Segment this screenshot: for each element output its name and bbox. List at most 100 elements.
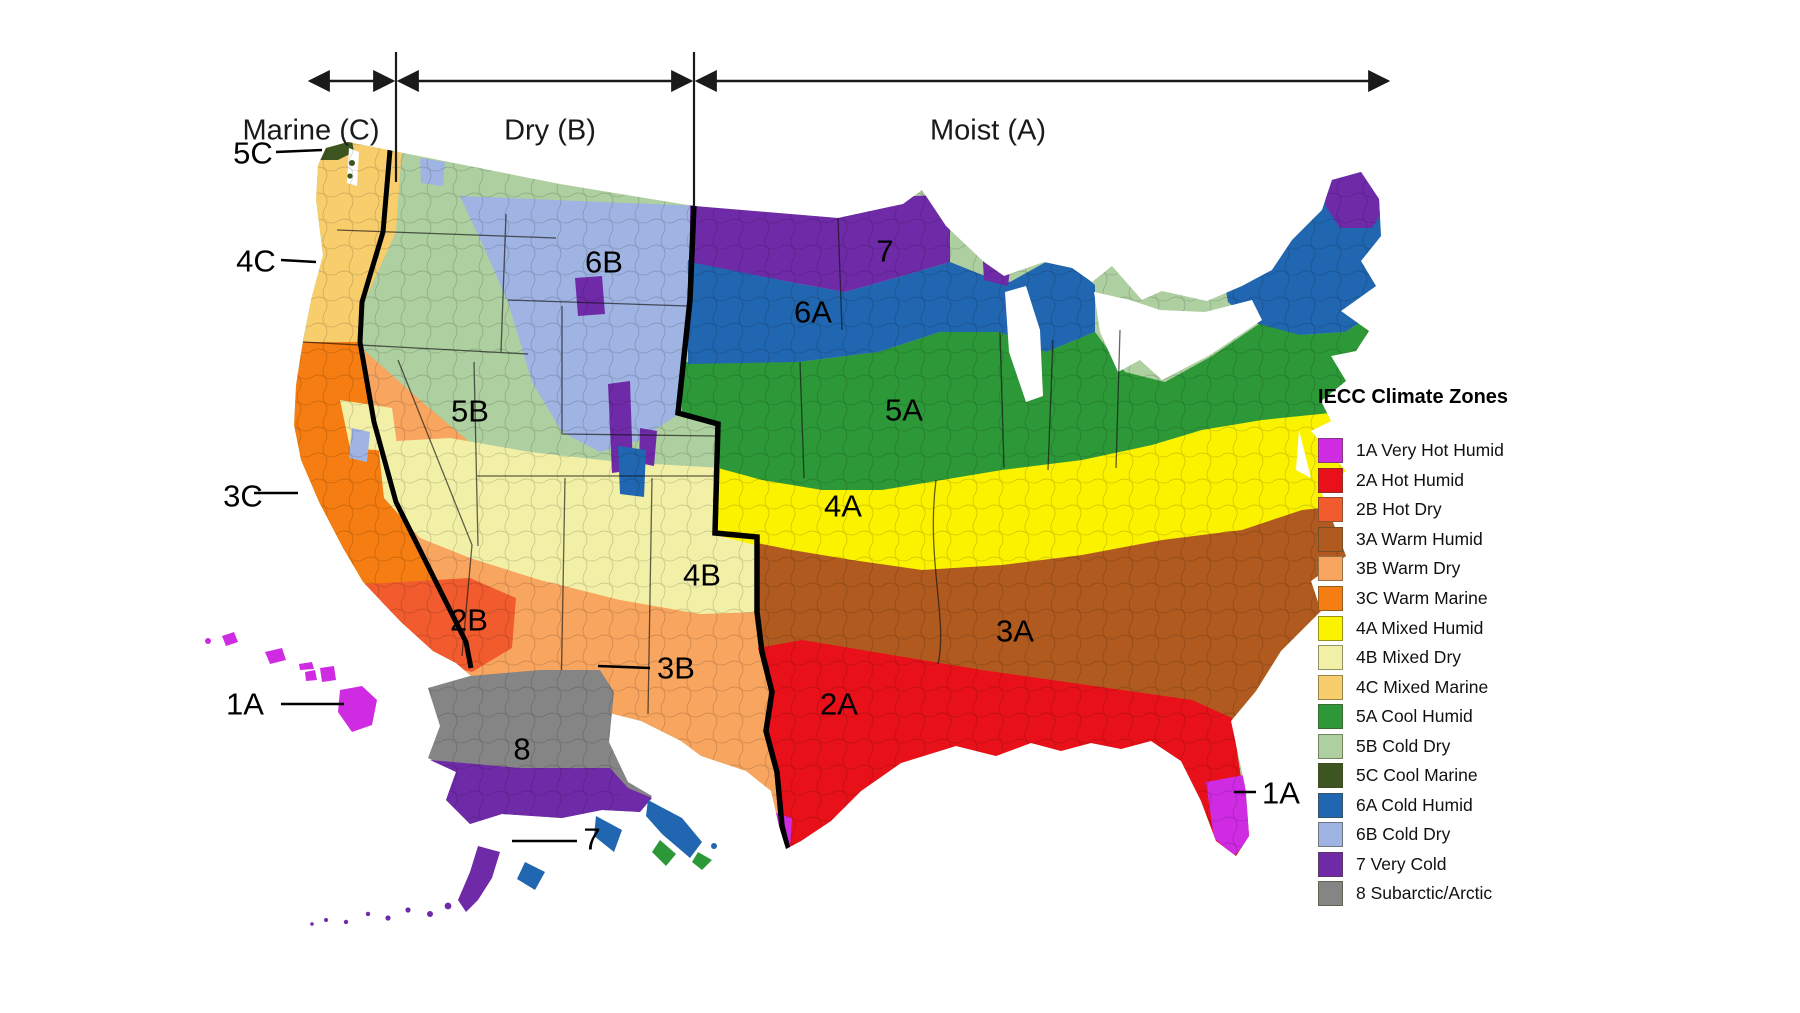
region-6a-panhandle <box>646 800 702 858</box>
lake-michigan <box>1005 286 1043 402</box>
legend-swatch-3a <box>1318 526 1343 552</box>
zone-label-4a: 4A <box>824 488 862 524</box>
legend-row-4b: 4B Mixed Dry <box>1318 643 1508 673</box>
aleutian-island <box>365 911 371 917</box>
legend-label-7: 7 Very Cold <box>1356 853 1447 874</box>
legend-label-3b: 3B Warm Dry <box>1356 558 1461 579</box>
zone-label-2b: 2B <box>450 602 488 638</box>
zone-label-8-alaska: 8 <box>513 731 531 767</box>
legend-row-6a: 6A Cold Humid <box>1318 791 1508 821</box>
legend-swatch-7 <box>1318 851 1343 877</box>
region-5a-panhandle-s <box>692 852 712 870</box>
zone-label-1a-hawaii: 1A <box>226 686 264 722</box>
zone-label-3a: 3A <box>996 613 1034 649</box>
legend-label-6b: 6B Cold Dry <box>1356 824 1451 845</box>
zone-label-7-alaska: 7 <box>583 821 601 857</box>
zone-label-6b: 6B <box>585 244 623 280</box>
aleutian-island <box>444 902 452 910</box>
legend-label-3c: 3C Warm Marine <box>1356 588 1488 608</box>
legend-label-2b: 2B Hot Dry <box>1356 499 1442 520</box>
legend-swatch-3b <box>1318 556 1343 582</box>
moist-boundary-line <box>675 203 791 851</box>
zone-label-4b: 4B <box>683 557 721 593</box>
hawaii-island <box>305 670 317 681</box>
divider-label-moist: Moist (A) <box>930 114 1046 147</box>
legend-swatch-5b <box>1318 733 1343 759</box>
legend-row-5c: 5C Cool Marine <box>1318 761 1508 791</box>
legend-swatch-2a <box>1318 467 1343 493</box>
moisture-divider-arrows <box>307 52 1391 206</box>
legend-row-3b: 3B Warm Dry <box>1318 554 1508 584</box>
region-6a-ak-south <box>594 816 622 852</box>
legend-swatch-6b <box>1318 822 1343 848</box>
state-borders <box>302 213 1121 715</box>
zone-label-5a: 5A <box>885 392 923 428</box>
hawaii-island <box>205 638 211 644</box>
legend-label-5b: 5B Cold Dry <box>1356 735 1451 756</box>
aleutian-island <box>405 907 411 913</box>
divider-label-dry: Dry (B) <box>504 114 596 147</box>
alaska <box>310 670 717 926</box>
legend-swatch-5c <box>1318 763 1343 789</box>
aleutian-island <box>310 922 314 926</box>
zone-label-5b: 5B <box>451 393 489 429</box>
divider-label-marine: Marine (C) <box>242 114 380 147</box>
legend-swatch-4a <box>1318 615 1343 641</box>
hawaii <box>205 632 377 732</box>
zone-label-7-north: 7 <box>876 233 894 269</box>
legend-label-4b: 4B Mixed Dry <box>1356 647 1462 668</box>
zone-label-3c: 3C <box>223 478 263 514</box>
marine-boundary-line <box>357 149 474 669</box>
hawaii-island <box>265 648 286 664</box>
aleutian-island <box>343 919 349 925</box>
lake-huron-erie <box>1094 292 1262 380</box>
panhandle-island <box>711 843 717 849</box>
legend-row-7: 7 Very Cold <box>1318 850 1508 880</box>
hawaii-island <box>320 666 336 682</box>
region-1a-keys-dot <box>1165 850 1171 856</box>
legend-swatch-3c <box>1318 586 1343 611</box>
legend: IECC Climate Zones 1A Very Hot Humid 2A … <box>1318 386 1508 909</box>
legend-swatch-1a <box>1318 438 1343 464</box>
alaska-county-texture <box>428 670 620 824</box>
region-5a-panhandle <box>652 840 676 866</box>
legend-row-1a: 1A Very Hot Humid <box>1318 436 1508 466</box>
legend-swatch-4b <box>1318 645 1343 671</box>
legend-row-8: 8 Subarctic/Arctic <box>1318 879 1508 909</box>
legend-swatch-4c <box>1318 674 1343 700</box>
zone-label-3b: 3B <box>657 650 695 686</box>
hawaii-big-island <box>338 686 377 732</box>
legend-label-4c: 4C Mixed Marine <box>1356 676 1489 697</box>
legend-label-8: 8 Subarctic/Arctic <box>1356 883 1493 904</box>
zone-label-2a: 2A <box>820 686 858 722</box>
leader-4c <box>280 258 317 264</box>
legend-label-2a: 2A Hot Humid <box>1356 469 1464 490</box>
region-6a-kodiak <box>517 862 545 890</box>
leader-3b <box>597 664 651 670</box>
legend-title: IECC Climate Zones <box>1318 386 1509 408</box>
legend-row-3a: 3A Warm Humid <box>1318 525 1508 555</box>
legend-row-6b: 6B Cold Dry <box>1318 820 1508 850</box>
legend-row-3c: 3C Warm Marine <box>1318 584 1508 614</box>
legend-row-4a: 4A Mixed Humid <box>1318 613 1508 643</box>
legend-label-6a: 6A Cold Humid <box>1356 794 1473 815</box>
legend-row-2a: 2A Hot Humid <box>1318 466 1508 496</box>
aleutian-island <box>385 915 391 921</box>
region-1a-keys <box>1182 848 1210 856</box>
zone-label-1a-florida: 1A <box>1262 775 1300 811</box>
aleutian-island <box>427 911 433 917</box>
legend-swatch-8 <box>1318 881 1343 907</box>
legend-swatch-2b <box>1318 497 1343 523</box>
leader-5c <box>275 148 323 154</box>
legend-label-5c: 5C Cool Marine <box>1356 765 1478 786</box>
legend-label-1a: 1A Very Hot Humid <box>1356 440 1504 461</box>
zone-label-6a: 6A <box>794 294 832 330</box>
hawaii-island <box>222 632 238 646</box>
legend-row-5b: 5B Cold Dry <box>1318 731 1508 761</box>
legend-row-2b: 2B Hot Dry <box>1318 495 1508 525</box>
aleutian-islands <box>310 902 452 926</box>
aleutian-island <box>324 918 328 922</box>
legend-swatch-6a <box>1318 792 1343 818</box>
